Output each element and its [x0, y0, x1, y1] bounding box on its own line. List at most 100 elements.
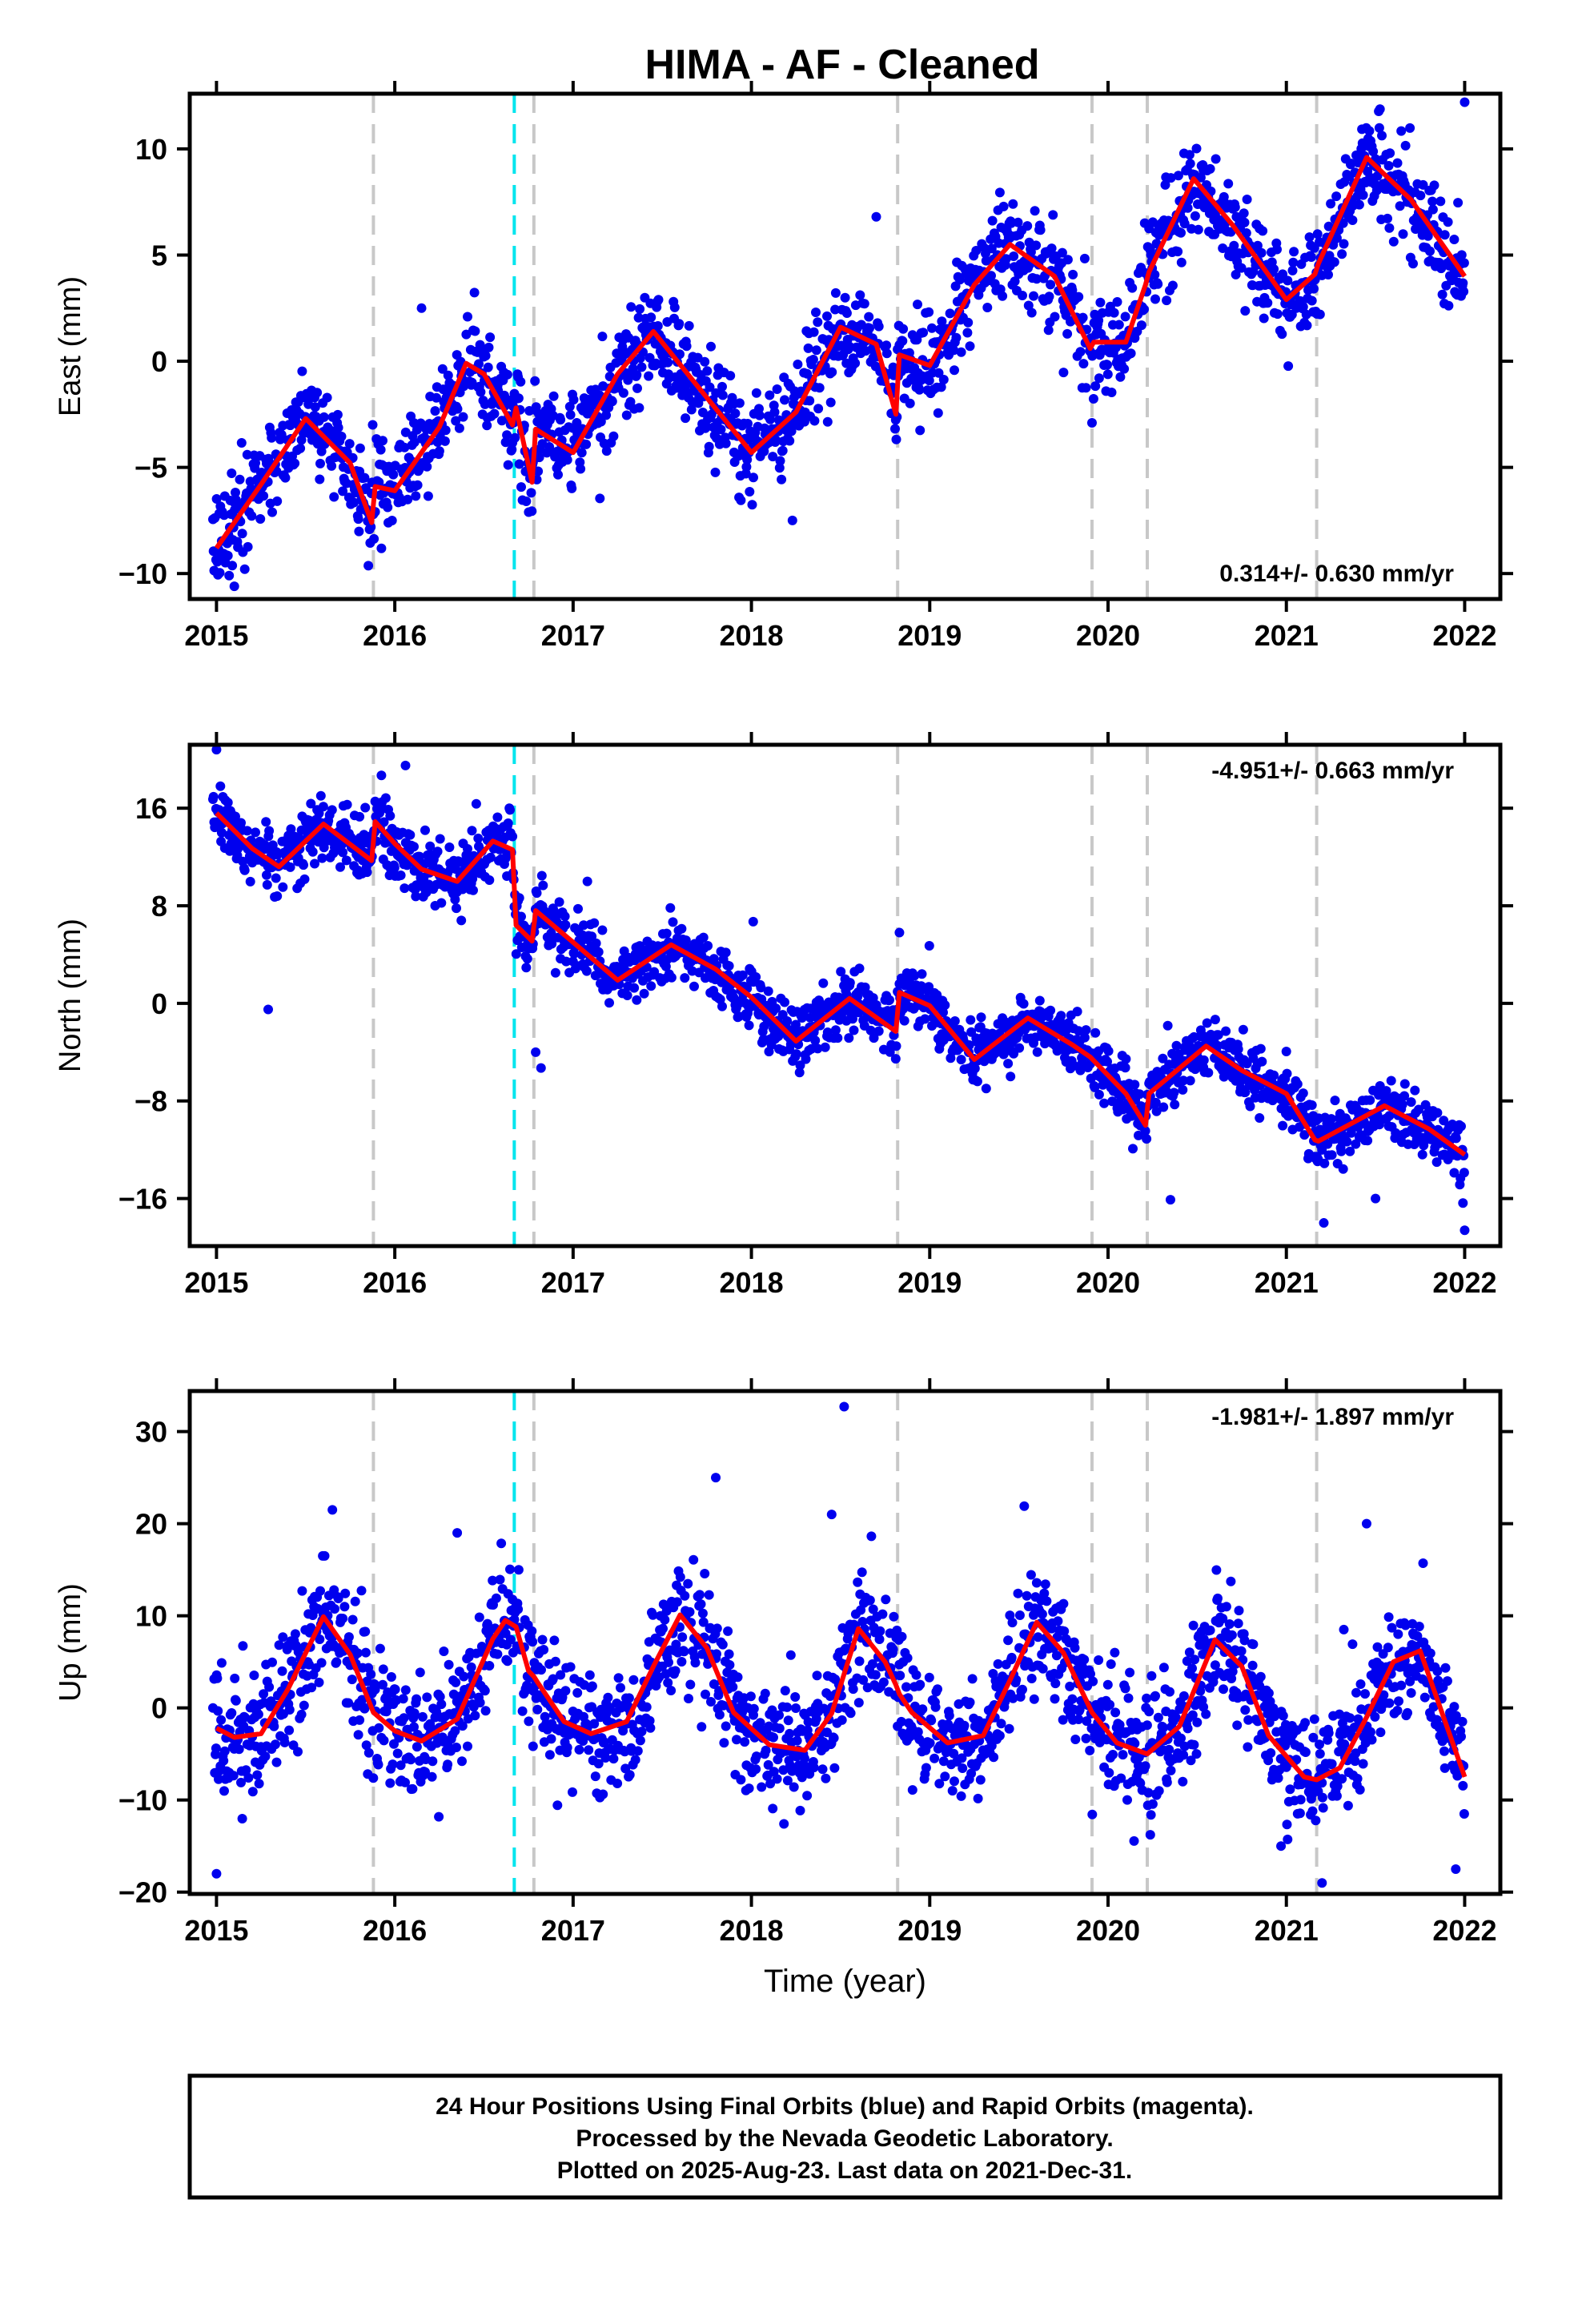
east-observation-point [653, 295, 664, 305]
north-observation-point [1406, 1097, 1416, 1108]
east-observation-point [986, 243, 997, 254]
east-observation-point [754, 410, 765, 420]
north-observation-point [844, 1033, 854, 1043]
up-observation-point [845, 1708, 856, 1719]
up-observation-point [924, 1672, 934, 1683]
east-observation-point [697, 408, 708, 417]
up-observation-point [769, 1767, 779, 1777]
up-observation-point [319, 1550, 330, 1561]
east-observation-point [375, 444, 386, 455]
up-observation-point [603, 1692, 613, 1703]
east-observation-point [811, 308, 821, 317]
up-observation-point [684, 1694, 693, 1703]
up-observation-point [712, 1623, 722, 1634]
east-observation-point [596, 416, 606, 427]
north-observation-point [317, 853, 327, 863]
north-observation-point [1456, 1121, 1466, 1132]
east-observation-point [437, 364, 448, 374]
up-observation-point [528, 1741, 538, 1751]
east-observation-point [572, 418, 582, 428]
north-observation-point [452, 903, 461, 914]
east-observation-point [1068, 269, 1078, 279]
up-observation-point [755, 1718, 765, 1728]
up-observation-point [228, 1771, 239, 1781]
east-observation-point [705, 382, 715, 392]
east-observation-point [597, 332, 608, 342]
north-observation-point [813, 1043, 823, 1054]
up-observation-point [537, 1634, 548, 1645]
east-observation-point [998, 291, 1008, 301]
north-plot-frame [187, 742, 1503, 1248]
east-observation-point [1456, 250, 1467, 260]
up-observation-point [277, 1666, 287, 1676]
north-observation-point [795, 1060, 805, 1071]
up-observation-point [474, 1612, 484, 1622]
east-observation-point [1023, 300, 1034, 311]
east-outlier-point-1 [1086, 417, 1097, 428]
east-observation-point [224, 570, 235, 581]
up-observation-point [315, 1634, 325, 1644]
north-observation-point [1014, 1043, 1025, 1053]
east-observation-point [905, 398, 915, 408]
north-observation-point [1034, 995, 1045, 1006]
north-observation-point [1257, 1056, 1267, 1067]
up-observation-point [347, 1614, 358, 1625]
north-observation-point [629, 983, 640, 993]
up-observation-point [803, 1717, 813, 1727]
north-outlier-point-2 [400, 760, 411, 770]
east-observation-point [1043, 325, 1054, 336]
east-observation-point [1150, 294, 1160, 304]
up-observation-point [527, 1626, 537, 1636]
east-observation-point [322, 392, 332, 403]
up-observation-point [361, 1740, 371, 1751]
up-observation-point [307, 1683, 317, 1693]
up-observation-point [452, 1743, 461, 1752]
east-observation-point [1195, 172, 1206, 183]
north-observation-point [1255, 1113, 1265, 1123]
east-observation-point [994, 187, 1005, 198]
up-observation-point [422, 1692, 432, 1703]
north-observation-point [1326, 1114, 1336, 1124]
east-observation-point [998, 201, 1009, 211]
east-observation-point [747, 500, 757, 510]
up-observation-point [944, 1711, 954, 1721]
east-observation-point [1307, 296, 1317, 306]
north-observation-point [484, 875, 495, 885]
east-observation-point [400, 442, 410, 452]
east-observation-point [1331, 233, 1342, 243]
east-observation-point [1167, 280, 1178, 291]
east-outlier-point-5 [229, 581, 239, 592]
east-observation-point [403, 494, 413, 505]
north-observation-point [1210, 1015, 1220, 1025]
north-observation-point [1072, 1007, 1082, 1017]
north-observation-point [791, 1019, 801, 1030]
north-observation-point [1158, 1053, 1168, 1063]
up-observation-point [749, 1703, 759, 1714]
east-observation-point [383, 502, 393, 513]
north-observation-point [1384, 1111, 1395, 1121]
north-observation-point [307, 846, 318, 857]
north-observation-point [1391, 1128, 1401, 1138]
north-outlier-point-5 [582, 876, 592, 887]
up-observation-point [488, 1575, 498, 1586]
up-observation-point [480, 1686, 490, 1696]
north-observation-point [1365, 1095, 1375, 1105]
north-outlier-point-3 [536, 1063, 546, 1073]
up-observation-point [789, 1782, 799, 1792]
north-observation-point [865, 1025, 876, 1035]
north-observation-point [1203, 1068, 1214, 1078]
up-observation-point [231, 1695, 241, 1706]
east-observation-point [1094, 316, 1104, 326]
up-observation-point [248, 1699, 259, 1709]
north-observation-point [849, 1025, 859, 1035]
east-observation-point [785, 436, 795, 446]
north-observation-point [225, 846, 235, 856]
east-observation-point [1427, 204, 1438, 215]
east-observation-point [1078, 312, 1088, 323]
north-observation-point [604, 998, 614, 1008]
east-observation-point [1429, 180, 1439, 191]
north-observation-point [1036, 1013, 1046, 1023]
north-observation-point [1102, 1056, 1112, 1067]
east-observation-point [482, 420, 492, 431]
east-observation-point [267, 507, 277, 517]
